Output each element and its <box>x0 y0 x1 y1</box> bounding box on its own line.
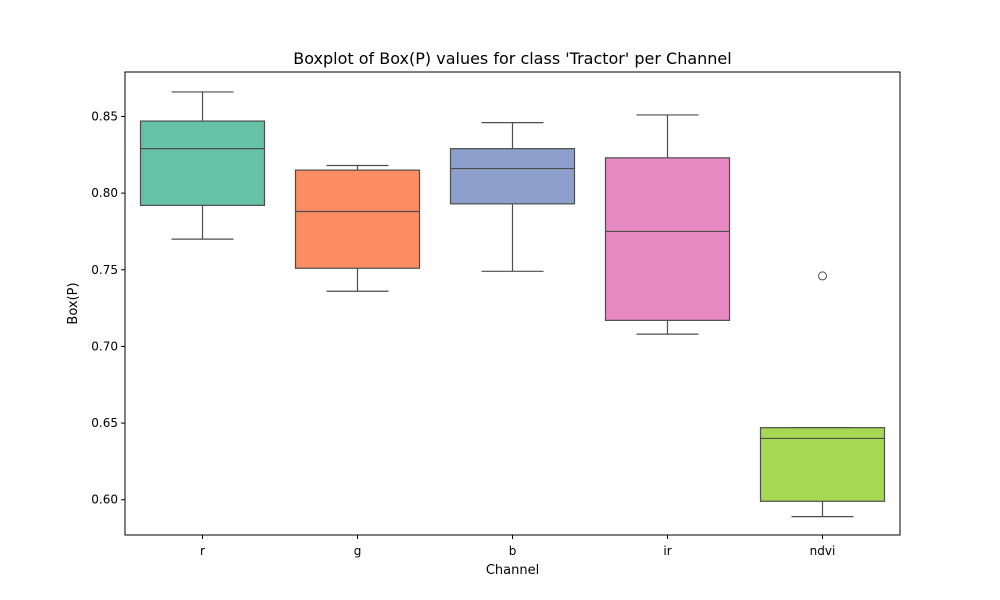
box-iqr <box>294 169 421 269</box>
y-tick-label: 0.65 <box>91 416 118 430</box>
box-ir <box>604 114 731 335</box>
x-axis-label: Channel <box>486 563 539 578</box>
chart-title: Boxplot of Box(P) values for class 'Trac… <box>293 49 731 68</box>
outlier-point <box>818 271 827 281</box>
box-ndvi <box>759 271 886 518</box>
plot-area <box>139 91 886 518</box>
box-iqr <box>604 157 731 321</box>
y-tick-label: 0.60 <box>91 493 118 507</box>
y-tick-label: 0.75 <box>91 263 118 277</box>
box-iqr <box>759 427 886 502</box>
x-tick-label: g <box>354 544 362 558</box>
x-tick-label: b <box>509 544 517 558</box>
y-tick-label: 0.70 <box>91 339 118 353</box>
box-iqr <box>449 148 576 205</box>
box-g <box>294 164 421 292</box>
y-axis-label: Box(P) <box>66 282 81 324</box>
box-iqr <box>139 120 266 206</box>
y-tick-label: 0.80 <box>91 186 118 200</box>
x-tick-label: r <box>200 544 205 558</box>
box-r <box>139 91 266 240</box>
x-tick-label: ir <box>663 544 671 558</box>
box-b <box>449 121 576 272</box>
x-tick-label: ndvi <box>810 544 836 558</box>
y-tick-label: 0.85 <box>91 109 118 123</box>
